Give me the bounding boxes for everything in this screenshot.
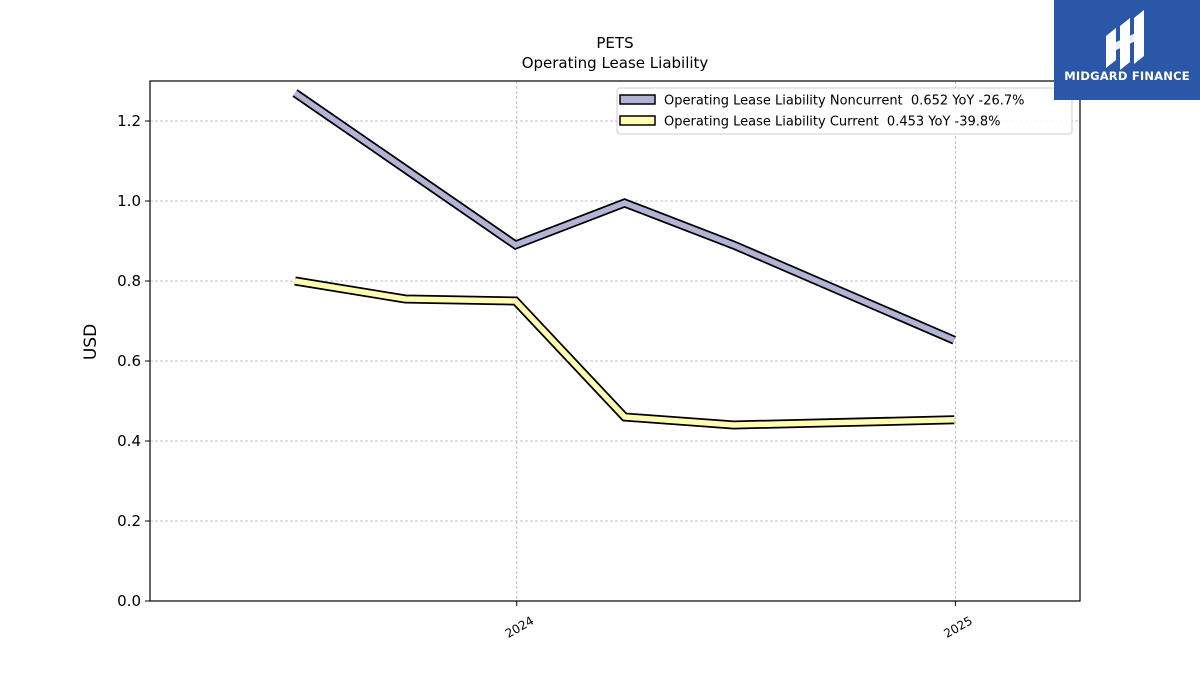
series-line-outline	[294, 276, 955, 430]
y-tick-label: 0.4	[117, 432, 141, 450]
y-tick-label: 1.0	[117, 192, 141, 210]
y-tick-label: 0.2	[117, 512, 141, 530]
chart-subtitle: Operating Lease Liability	[522, 54, 709, 72]
legend-box	[616, 87, 1073, 135]
y-axis-label: USD	[81, 324, 101, 360]
legend: Operating Lease Liability Noncurrent 0.6…	[616, 87, 1073, 135]
midgard-mark-icon	[1106, 10, 1144, 70]
y-tick-label: 1.2	[117, 112, 141, 130]
y-tick-label: 0.6	[117, 352, 141, 370]
legend-swatch-noncurrent	[619, 94, 656, 105]
brand-name: MIDGARD FINANCE	[1064, 69, 1190, 83]
brand-logo: MIDGARD FINANCE	[1054, 0, 1200, 100]
legend-label-noncurrent: Operating Lease Liability Noncurrent 0.6…	[664, 94, 1025, 109]
plot-area	[149, 80, 1081, 602]
series-group	[292, 89, 956, 430]
y-tick-label: 0.0	[117, 592, 141, 610]
series-line	[294, 278, 955, 428]
x-tick-label: 2024	[503, 613, 536, 640]
legend-label-current: Operating Lease Liability Current 0.453 …	[664, 115, 1001, 130]
x-tick-label: 2025	[941, 613, 974, 640]
y-axis: 0.0 0.2 0.4 0.6 0.8 1.0 1.2	[117, 112, 150, 610]
series-line	[293, 90, 956, 343]
y-tick-label: 0.8	[117, 272, 141, 290]
grid-lines	[150, 81, 1080, 602]
x-axis: 2024 2025	[503, 601, 975, 641]
legend-swatch-current	[619, 115, 656, 126]
chart-title: PETS	[596, 34, 633, 52]
